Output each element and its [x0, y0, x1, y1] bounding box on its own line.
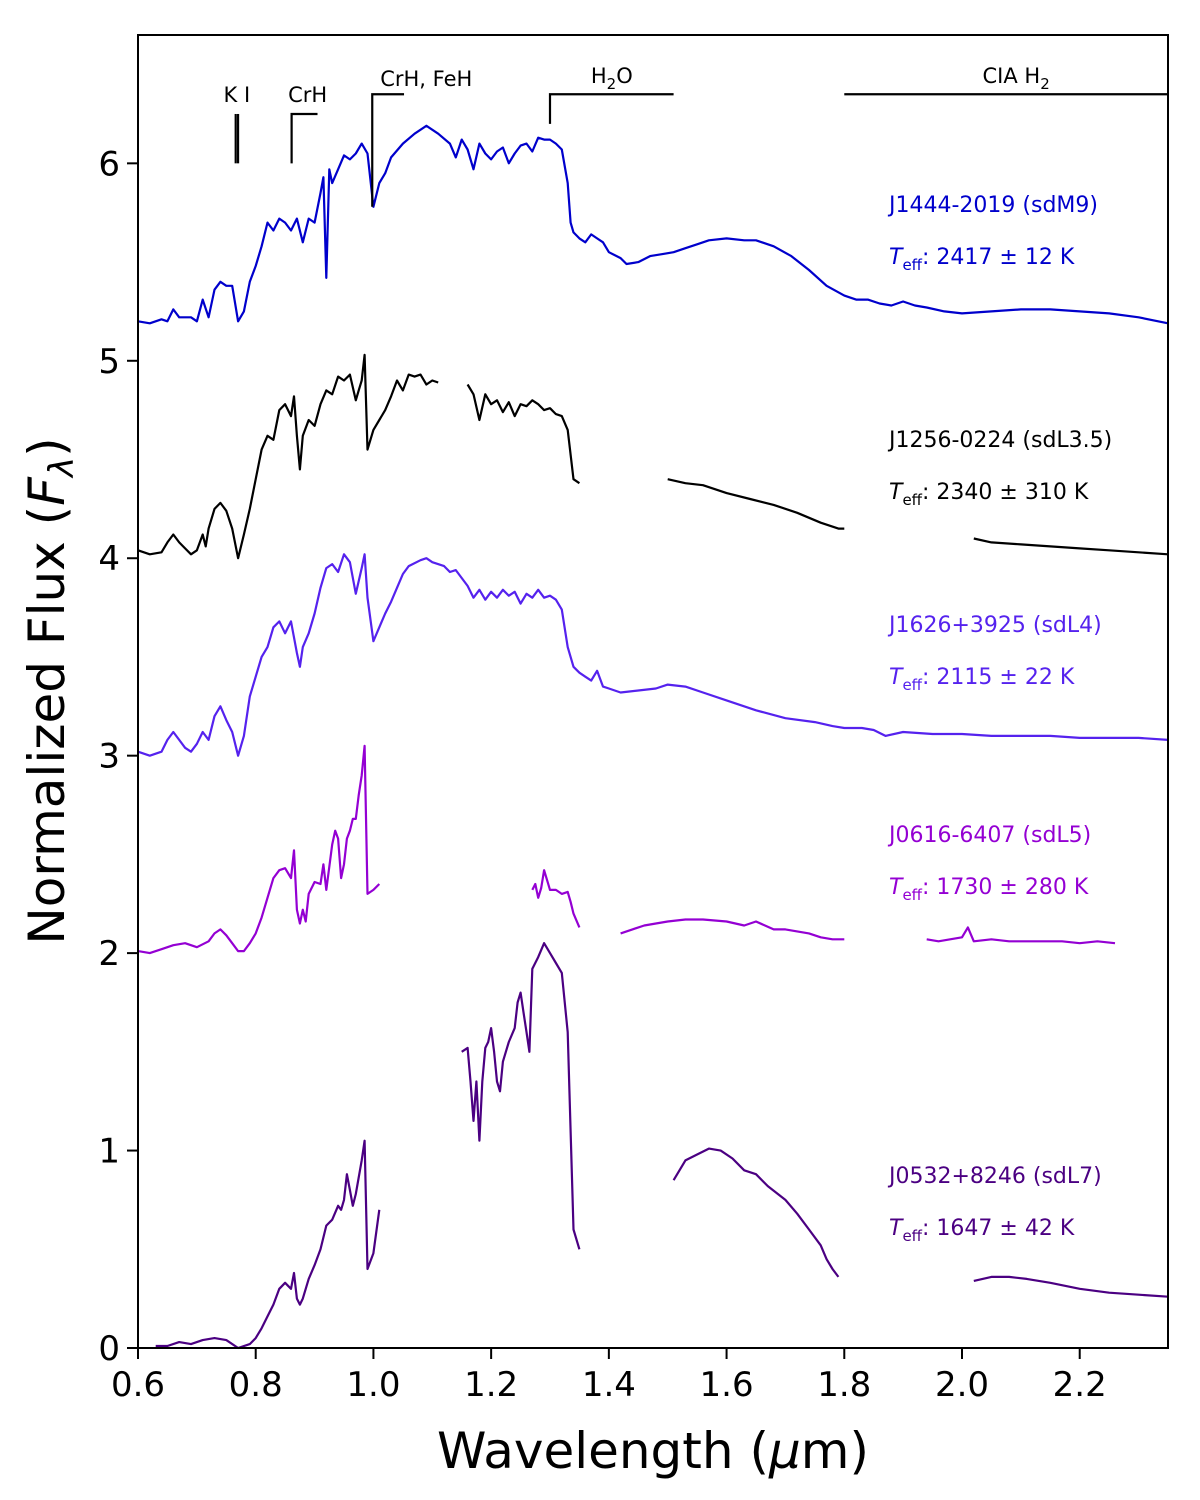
series-name-label: J1256-0224 (sdL3.5) — [887, 428, 1112, 453]
feature-label: K I — [224, 83, 251, 107]
x-tick-label: 1.4 — [582, 1365, 636, 1405]
series-0-segment-0 — [137, 124, 1169, 325]
y-tick-label: 0 — [98, 1329, 120, 1369]
feature-label: CIA H2 — [983, 64, 1050, 93]
x-tick-label: 1.8 — [817, 1365, 871, 1405]
feature-label: H2O — [591, 64, 633, 93]
teff-label: Teff: 2340 ± 310 K — [889, 480, 1089, 509]
y-tick-label: 1 — [98, 1132, 120, 1172]
y-axis: 0 1 2 3 4 5 6 — [98, 144, 138, 1369]
plot-frame — [137, 34, 1169, 1349]
series-name-label: J1626+3925 (sdL4) — [887, 613, 1102, 638]
feature-marker — [548, 93, 674, 124]
series-4-segment-1 — [461, 942, 581, 1250]
y-tick-label: 2 — [98, 934, 120, 974]
feature-layer: K I CrH CrH, FeH H2O CIA H2 — [224, 64, 1168, 207]
series-1-segment-3 — [973, 537, 1169, 556]
series-1-segment-0 — [137, 353, 439, 560]
feature-label: CrH — [288, 83, 327, 107]
series-name-label: J1444-2019 (sdM9) — [887, 193, 1098, 218]
teff-label: Teff: 1730 ± 280 K — [889, 875, 1089, 904]
series-1-segment-1 — [466, 383, 581, 485]
series-layer — [137, 124, 1169, 1350]
x-tick-label: 1.2 — [464, 1365, 518, 1405]
series-2 — [137, 553, 1169, 757]
x-tick-label: 1.0 — [346, 1365, 400, 1405]
series-4-segment-0 — [155, 1139, 381, 1350]
series-3-segment-2 — [620, 918, 845, 941]
x-axis-title: Wavelength (μm) — [437, 1422, 869, 1480]
x-tick-label: 2.0 — [935, 1365, 989, 1405]
series-1 — [137, 353, 1169, 560]
series-0 — [137, 124, 1169, 325]
x-tick-label: 2.2 — [1053, 1365, 1107, 1405]
x-tick-label: 0.6 — [111, 1365, 165, 1405]
series-2-segment-0 — [137, 553, 1169, 757]
y-axis-title: Normalized Flux (Fλ) — [18, 437, 82, 944]
series-4-segment-2 — [672, 1147, 840, 1278]
feature-marker — [290, 112, 318, 164]
feature-label: CrH, FeH — [380, 67, 472, 91]
teff-label: Teff: 2115 ± 22 K — [889, 665, 1075, 694]
series-4-segment-3 — [973, 1275, 1169, 1298]
series-name-label: J0616-6407 (sdL5) — [887, 823, 1091, 848]
x-tick-label: 1.6 — [700, 1365, 754, 1405]
y-tick-label: 6 — [98, 144, 120, 184]
series-3-segment-3 — [926, 926, 1116, 945]
teff-label: Teff: 1647 ± 42 K — [889, 1216, 1075, 1245]
series-1-segment-2 — [667, 478, 845, 530]
teff-label: Teff: 2417 ± 12 K — [889, 245, 1075, 274]
series-name-label: J0532+8246 (sdL7) — [887, 1164, 1102, 1189]
y-tick-label: 5 — [98, 342, 120, 382]
series-3-segment-0 — [137, 744, 381, 955]
x-axis: 0.6 0.8 1.0 1.2 1.4 1.6 1.8 2.0 2.2 — [111, 1348, 1107, 1405]
series-3-segment-1 — [531, 869, 581, 928]
feature-marker — [371, 93, 405, 207]
annotation-layer: J1444-2019 (sdM9) Teff: 2417 ± 12 K J1256-… — [887, 193, 1112, 1245]
y-tick-label: 4 — [98, 539, 120, 579]
series-4 — [155, 942, 1169, 1350]
x-tick-label: 0.8 — [229, 1365, 283, 1405]
series-3 — [137, 744, 1116, 955]
y-tick-label: 3 — [98, 737, 120, 777]
